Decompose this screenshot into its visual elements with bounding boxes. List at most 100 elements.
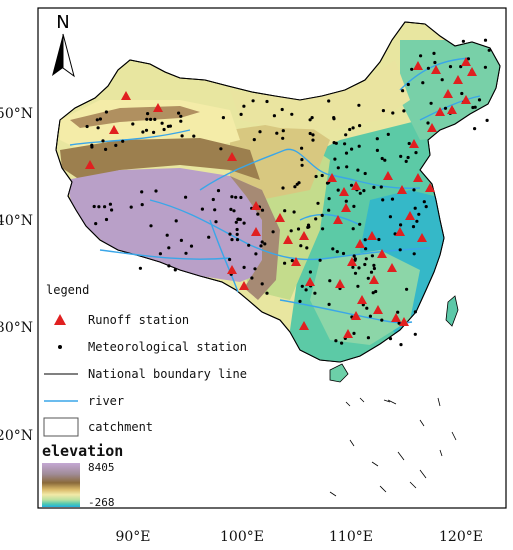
- meteorological-station-dot: [239, 112, 243, 116]
- meteorological-station-dot: [300, 158, 304, 162]
- tibetan-plateau: [66, 168, 276, 282]
- meteorological-station-dot: [253, 267, 257, 271]
- tianshan-ridge: [70, 106, 200, 128]
- meteorological-station-dot: [289, 229, 293, 233]
- meteorological-station-dot: [272, 114, 276, 118]
- meteorological-station-dot: [308, 270, 312, 274]
- runoff-station-marker: [227, 265, 237, 274]
- meteorological-station-dot: [265, 291, 269, 295]
- runoff-station-marker: [283, 235, 293, 244]
- meteorological-station-dot: [406, 82, 410, 87]
- lat-label: 40°N: [0, 213, 33, 229]
- meteorological-station-dot: [85, 124, 89, 129]
- plateau-edge: [230, 176, 280, 300]
- meteorological-station-dot: [351, 265, 355, 269]
- meteorological-station-dot: [426, 66, 430, 70]
- meteorological-station-dot: [308, 118, 312, 122]
- meteorological-station-symbol-icon: [58, 345, 62, 349]
- meteorological-station-dot: [281, 129, 285, 133]
- meteorological-station-dot: [320, 173, 324, 178]
- meteorological-station-dot: [168, 124, 172, 128]
- meteorological-station-dot: [242, 221, 246, 225]
- meteorological-station-dot: [121, 139, 125, 143]
- meteorological-station-dot: [358, 124, 362, 128]
- meteorological-station-dot: [397, 321, 401, 325]
- meteorological-station-dot: [140, 190, 144, 194]
- runoff-station-marker: [351, 181, 361, 190]
- runoff-station-marker: [373, 305, 383, 314]
- lat-label: 50°N: [0, 106, 33, 122]
- meteorological-station-dot: [396, 310, 400, 314]
- meteorological-station-dot: [298, 299, 302, 303]
- meteorological-station-dot: [380, 318, 384, 322]
- meteorological-station-dot: [144, 128, 149, 132]
- runoff-station-marker: [327, 173, 337, 182]
- meteorological-station-dot: [235, 238, 240, 242]
- runoff-station-marker: [443, 89, 453, 98]
- meteorological-station-dot: [369, 270, 374, 274]
- meteorological-station-dot: [380, 156, 384, 161]
- meteorological-station-dot: [184, 251, 188, 255]
- meteorological-station-dot: [405, 287, 409, 291]
- elevation-legend: elevation 8405 -268: [42, 442, 123, 509]
- meteorological-station-dot: [372, 263, 376, 267]
- meteorological-station-dot: [310, 116, 314, 120]
- meteorological-station-dot: [184, 195, 188, 199]
- runoff-station-marker: [251, 227, 261, 236]
- meteorological-station-dot: [283, 261, 287, 265]
- meteorological-station-dot: [411, 225, 416, 229]
- runoff-station-marker: [417, 233, 427, 242]
- meteorological-station-dot: [336, 188, 340, 192]
- meteorological-station-dot: [162, 127, 166, 132]
- meteorological-station-dot: [483, 65, 487, 69]
- meteorological-station-dot: [341, 251, 346, 256]
- meteorological-station-dot: [320, 213, 324, 217]
- meteorological-station-dot: [211, 197, 215, 202]
- meteorological-station-dot: [415, 219, 419, 223]
- meteorological-station-dot: [95, 118, 99, 122]
- meteorological-station-dot: [149, 224, 153, 228]
- legend-label-river: river: [88, 394, 124, 408]
- meteorological-station-dot: [350, 147, 354, 151]
- meteorological-station-dot: [259, 244, 263, 248]
- meteorological-station-dot: [348, 127, 352, 132]
- meteorological-station-dot: [340, 341, 344, 345]
- runoff-station-marker: [153, 103, 163, 112]
- meteorological-station-dot: [104, 147, 108, 151]
- meteorological-station-dot: [352, 254, 356, 258]
- meteorological-station-dot: [426, 121, 430, 125]
- meteorological-station-dot: [167, 264, 171, 268]
- runoff-station-symbol-icon: [54, 314, 66, 325]
- meteorological-station-dot: [167, 246, 171, 250]
- meteorological-station-dot: [483, 38, 488, 42]
- meteorological-station-dot: [229, 207, 233, 211]
- south-sea-islands: [329, 397, 457, 497]
- meteorological-station-dot: [300, 163, 304, 167]
- rivers: [69, 57, 481, 324]
- legend-label-boundary: National boundary line: [88, 367, 247, 381]
- meteorological-station-dot: [146, 112, 150, 116]
- meteorological-station-dot: [386, 132, 390, 136]
- lon-label: 90°E: [115, 529, 150, 545]
- meteorological-station-dot: [344, 199, 348, 203]
- meteorological-station-dot: [448, 65, 453, 69]
- meteorological-station-dot: [364, 257, 368, 261]
- runoff-station-marker: [355, 239, 365, 248]
- national-boundary: [55, 21, 501, 363]
- meteorological-station-dot: [221, 116, 225, 120]
- meteorological-station-dot: [379, 185, 383, 189]
- meteorological-station-dot: [114, 143, 118, 147]
- meteorological-station-dot: [388, 215, 392, 219]
- runoff-station-marker: [343, 329, 353, 338]
- meteorological-station-dot: [234, 195, 238, 199]
- runoff-station-marker: [347, 257, 357, 266]
- meteorological-station-dot: [275, 131, 279, 135]
- meteorological-station-dot: [473, 105, 477, 109]
- runoff-station-marker: [339, 187, 349, 196]
- meteorological-station-dot: [138, 266, 142, 270]
- legend-title: legend: [46, 283, 89, 297]
- river-yangtze: [149, 199, 431, 261]
- lat-label: 20°N: [0, 428, 33, 444]
- meteorological-station-dot: [365, 306, 369, 310]
